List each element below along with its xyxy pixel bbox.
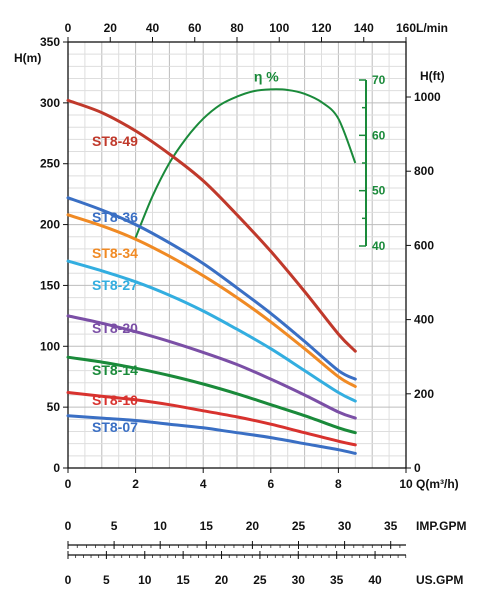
efficiency-tick-label: 60 xyxy=(372,128,386,142)
y-tick-label: 0 xyxy=(53,461,60,475)
series-label-st8-49: ST8-49 xyxy=(92,133,138,149)
imp-gpm-tick-label: 15 xyxy=(200,519,214,533)
labels: η % ST8-49 ST8-36 ST8-34 ST8-27 ST8-20 ST8-14 S… xyxy=(92,68,279,435)
imp-gpm-tick-label: 20 xyxy=(246,519,260,533)
curve-st8-14 xyxy=(66,355,357,435)
y-tick-label: 150 xyxy=(40,278,60,292)
y-axis-label: H(m) xyxy=(14,51,41,65)
curve-st8-27 xyxy=(66,259,357,403)
imp-gpm-tick-label: 30 xyxy=(338,519,352,533)
series-label-st8-10: ST8-10 xyxy=(92,392,138,408)
x-tick-label: 6 xyxy=(267,477,274,491)
x-axis-label: Q(m³/h) xyxy=(416,477,459,491)
top-tick-label: 60 xyxy=(188,21,202,35)
y-tick-label: 50 xyxy=(47,400,61,414)
y-tick-label: 200 xyxy=(40,218,60,232)
top-tick-label: 80 xyxy=(230,21,244,35)
us-gpm-tick-label: 15 xyxy=(176,573,190,587)
imp-gpm-tick-label: 5 xyxy=(111,519,118,533)
right-tick-label: 400 xyxy=(414,313,434,327)
efficiency-curve xyxy=(134,88,357,239)
efficiency-tick-label: 70 xyxy=(372,73,386,87)
y-tick-label: 350 xyxy=(40,35,60,49)
curves xyxy=(66,88,357,455)
curve-st8-07 xyxy=(66,414,357,455)
y-tick-label: 100 xyxy=(40,339,60,353)
x-tick-label: 10 xyxy=(399,477,413,491)
right-tick-label: 600 xyxy=(414,238,434,252)
right-tick-label: 0 xyxy=(414,461,421,475)
series-label-st8-27: ST8-27 xyxy=(92,277,138,293)
top-tick-label: 100 xyxy=(269,21,289,35)
x-tick-label: 8 xyxy=(335,477,342,491)
x-tick-label: 4 xyxy=(200,477,207,491)
imp-gpm-tick-label: 25 xyxy=(292,519,306,533)
us-gpm-tick-label: 30 xyxy=(292,573,306,587)
series-label-st8-36: ST8-36 xyxy=(92,209,138,225)
efficiency-tick-label: 50 xyxy=(372,184,386,198)
us-gpm-tick-label: 20 xyxy=(215,573,229,587)
curve-st8-20 xyxy=(66,314,357,420)
series-label-st8-20: ST8-20 xyxy=(92,320,138,336)
us-gpm-tick-label: 35 xyxy=(330,573,344,587)
curve-st8-34 xyxy=(66,213,357,388)
y-tick-label: 250 xyxy=(40,157,60,171)
us-gpm-tick-label: 0 xyxy=(65,573,72,587)
us-gpm-tick-label: 40 xyxy=(368,573,382,587)
efficiency-label: η % xyxy=(254,68,279,84)
gpm-scales: 0 5 10 15 20 25 30 35 IMP.GPM 0 5 10 15 20 25 30 35 40 US.… xyxy=(65,519,467,587)
top-tick-label: 40 xyxy=(146,21,160,35)
imp-gpm-tick-label: 10 xyxy=(154,519,168,533)
right-tick-label: 200 xyxy=(414,387,434,401)
us-gpm-tick-label: 25 xyxy=(253,573,267,587)
curve-st8-49 xyxy=(66,98,357,353)
efficiency-tick-label: 40 xyxy=(372,239,386,253)
top-tick-label: 20 xyxy=(104,21,118,35)
series-label-st8-14: ST8-14 xyxy=(92,362,138,378)
top-tick-label: 160 xyxy=(396,21,416,35)
top-tick-label: 120 xyxy=(311,21,331,35)
curve-st8-10 xyxy=(66,391,357,447)
right-tick-label: 800 xyxy=(414,164,434,178)
imp-gpm-label: IMP.GPM xyxy=(416,519,466,533)
imp-gpm-tick-label: 0 xyxy=(65,519,72,533)
series-label-st8-07: ST8-07 xyxy=(92,419,138,435)
axes: 0 2 4 6 8 10 Q(m³/h)050100150200250300350H(m)0… xyxy=(14,21,459,491)
right-tick-label: 1000 xyxy=(414,90,441,104)
curve-st8-36 xyxy=(66,196,357,381)
top-tick-label: 140 xyxy=(354,21,374,35)
us-gpm-tick-label: 5 xyxy=(103,573,110,587)
us-gpm-label: US.GPM xyxy=(416,573,463,587)
y-tick-label: 300 xyxy=(40,96,60,110)
us-gpm-tick-label: 10 xyxy=(138,573,152,587)
top-tick-label: 0 xyxy=(65,21,72,35)
series-label-st8-34: ST8-34 xyxy=(92,245,138,261)
imp-gpm-tick-label: 35 xyxy=(384,519,398,533)
x-tick-label: 0 xyxy=(65,477,72,491)
top-axis-label: L/min xyxy=(416,21,448,35)
right-axis-label: H(ft) xyxy=(420,69,445,83)
x-tick-label: 2 xyxy=(132,477,139,491)
